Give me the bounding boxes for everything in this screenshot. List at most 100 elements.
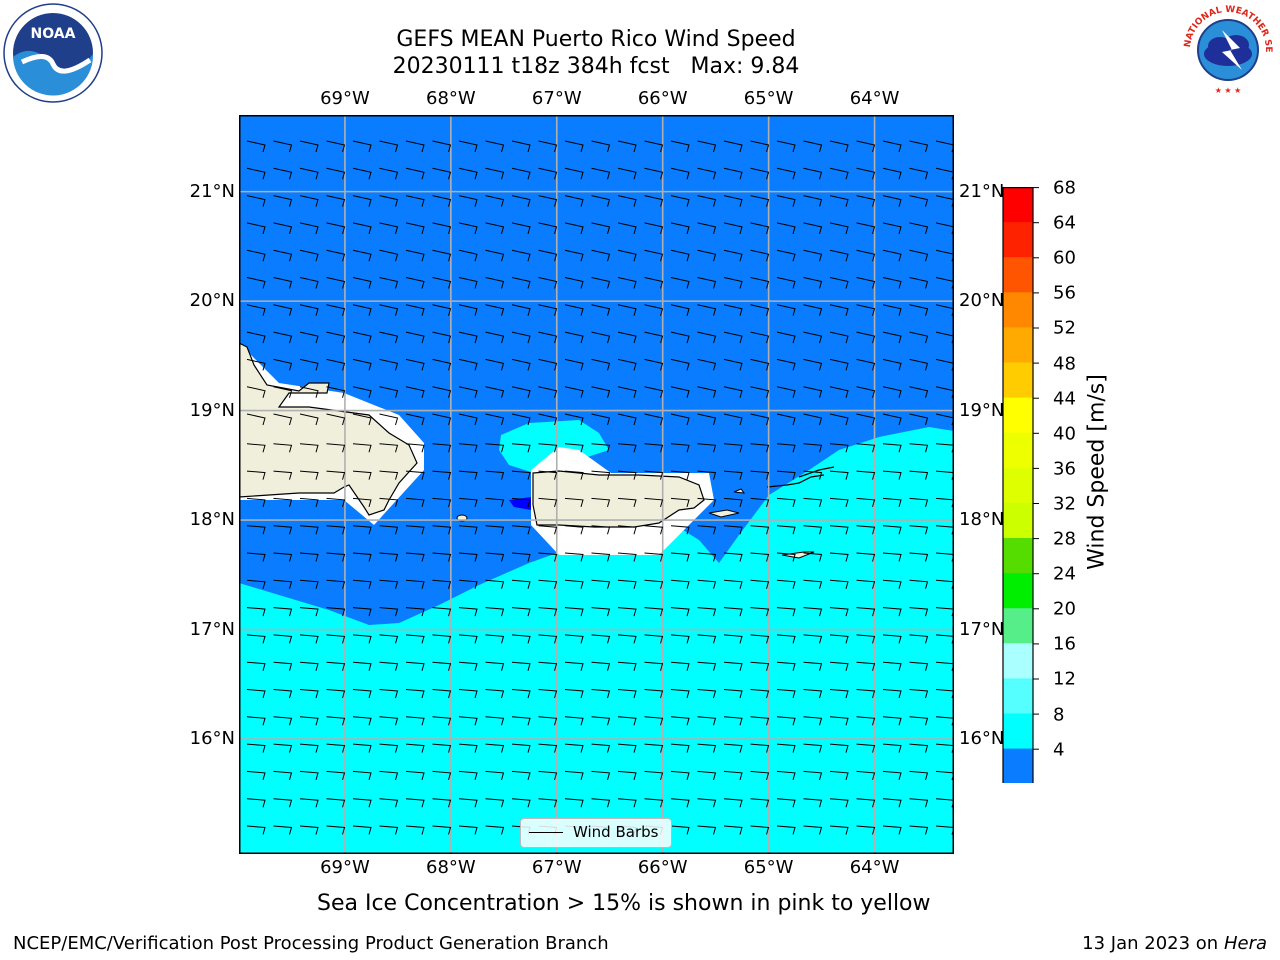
- wind-barb: [723, 195, 743, 207]
- wind-barb: [909, 222, 929, 235]
- wind-barb: [564, 249, 584, 262]
- wind-barb: [803, 249, 823, 262]
- wind-barb: [617, 249, 637, 262]
- wind-barb: [591, 743, 611, 753]
- wind-barb: [617, 716, 637, 726]
- wind-barb: [617, 552, 637, 562]
- wind-barb: [273, 470, 293, 480]
- wind-barb: [697, 825, 717, 835]
- wind-barb: [670, 689, 690, 699]
- colorbar-segment: [1003, 643, 1033, 679]
- wind-barb: [723, 249, 743, 262]
- wind-barb: [803, 607, 823, 617]
- wind-barb: [458, 140, 478, 153]
- wind-barb: [379, 716, 399, 726]
- wind-barb: [564, 277, 584, 289]
- wind-barb: [882, 167, 902, 180]
- wind-barb: [750, 825, 770, 835]
- wind-barb: [670, 386, 690, 398]
- wind-barb: [591, 304, 611, 316]
- wind-barb: [352, 689, 372, 699]
- wind-barb: [458, 607, 478, 617]
- wind-barb: [273, 798, 293, 808]
- wind-barb: [617, 167, 637, 180]
- wind-barb: [856, 277, 876, 289]
- wind-barb: [591, 497, 611, 508]
- wind-barb: [299, 222, 319, 235]
- wind-barb: [564, 798, 584, 808]
- wind-barb: [273, 661, 293, 671]
- wind-barb: [750, 167, 770, 180]
- wind-barb: [432, 634, 452, 644]
- wind-barb: [458, 443, 478, 453]
- colorbar-tick-label: 68: [1053, 177, 1076, 199]
- wind-barb: [511, 195, 531, 207]
- wind-barb: [458, 497, 478, 508]
- wind-barb: [723, 634, 743, 644]
- wind-barb: [644, 607, 664, 617]
- wind-barb: [432, 443, 452, 453]
- wind-barb: [246, 716, 266, 726]
- wind-barb: [776, 140, 796, 153]
- wind-barb: [909, 413, 929, 426]
- colorbar-segment: [1003, 432, 1033, 469]
- colorbar-tick-label: 4: [1053, 739, 1065, 761]
- wind-barb: [591, 770, 611, 781]
- colorbar-tick-label: 28: [1053, 528, 1076, 550]
- wind-barb: [379, 689, 399, 699]
- wind-barb: [299, 661, 319, 671]
- wind-barb: [326, 386, 346, 398]
- wind-barb: [882, 413, 902, 426]
- axis-tick-label: 66°W: [637, 88, 688, 109]
- wind-barb: [485, 552, 505, 562]
- wind-barb: [246, 689, 266, 699]
- wind-barb: [829, 195, 849, 207]
- wind-barb: [617, 579, 637, 589]
- wind-barb: [670, 167, 690, 180]
- svg-text:★ ★ ★: ★ ★ ★: [1215, 86, 1242, 95]
- colorbar-tick-label: 16: [1053, 633, 1076, 655]
- wind-barb: [670, 579, 690, 589]
- axis-tick-label: 65°W: [743, 88, 794, 109]
- wind-barb: [273, 413, 293, 426]
- footer-date-text: 13 Jan 2023 on: [1082, 933, 1224, 954]
- wind-barb: [458, 634, 478, 644]
- wind-barb: [485, 770, 505, 781]
- wind-barb: [246, 167, 266, 180]
- wind-barb: [485, 195, 505, 207]
- wind-barb: [326, 277, 346, 289]
- wind-barb: [829, 552, 849, 562]
- wind-barb: [405, 689, 425, 699]
- wind-barb: [856, 689, 876, 699]
- wind-barb: [644, 443, 664, 453]
- wind-barb: [379, 579, 399, 589]
- wind-barb: [299, 497, 319, 508]
- axis-tick-label: 17°N: [189, 618, 235, 640]
- wind-barb: [511, 304, 531, 316]
- colorbar-tick-label: 64: [1053, 212, 1076, 234]
- wind-barb: [856, 798, 876, 808]
- wind-barb: [246, 331, 266, 344]
- wind-barb: [246, 413, 266, 426]
- wind-barb: [803, 195, 823, 207]
- wind-barb: [803, 634, 823, 644]
- wind-barb: [670, 443, 690, 453]
- wind-barb: [538, 167, 558, 180]
- wind-barb: [776, 579, 796, 589]
- wind-barb: [776, 331, 796, 344]
- wind-barb: [750, 195, 770, 207]
- wind-barb: [379, 552, 399, 562]
- wind-barb: [909, 825, 929, 835]
- wind-barb: [882, 277, 902, 289]
- wind-barb: [644, 386, 664, 398]
- axis-tick-label: 67°W: [531, 88, 582, 109]
- wind-barb: [564, 167, 584, 180]
- colorbar-segment: [1003, 187, 1033, 223]
- wind-barb: [352, 222, 372, 235]
- wind-barb: [246, 386, 266, 398]
- axis-tick-label: 65°W: [743, 857, 794, 878]
- wind-barb: [776, 743, 796, 753]
- wind-barb: [246, 661, 266, 671]
- wind-barb: [803, 167, 823, 180]
- axis-tick-label: 21°N: [959, 180, 1005, 202]
